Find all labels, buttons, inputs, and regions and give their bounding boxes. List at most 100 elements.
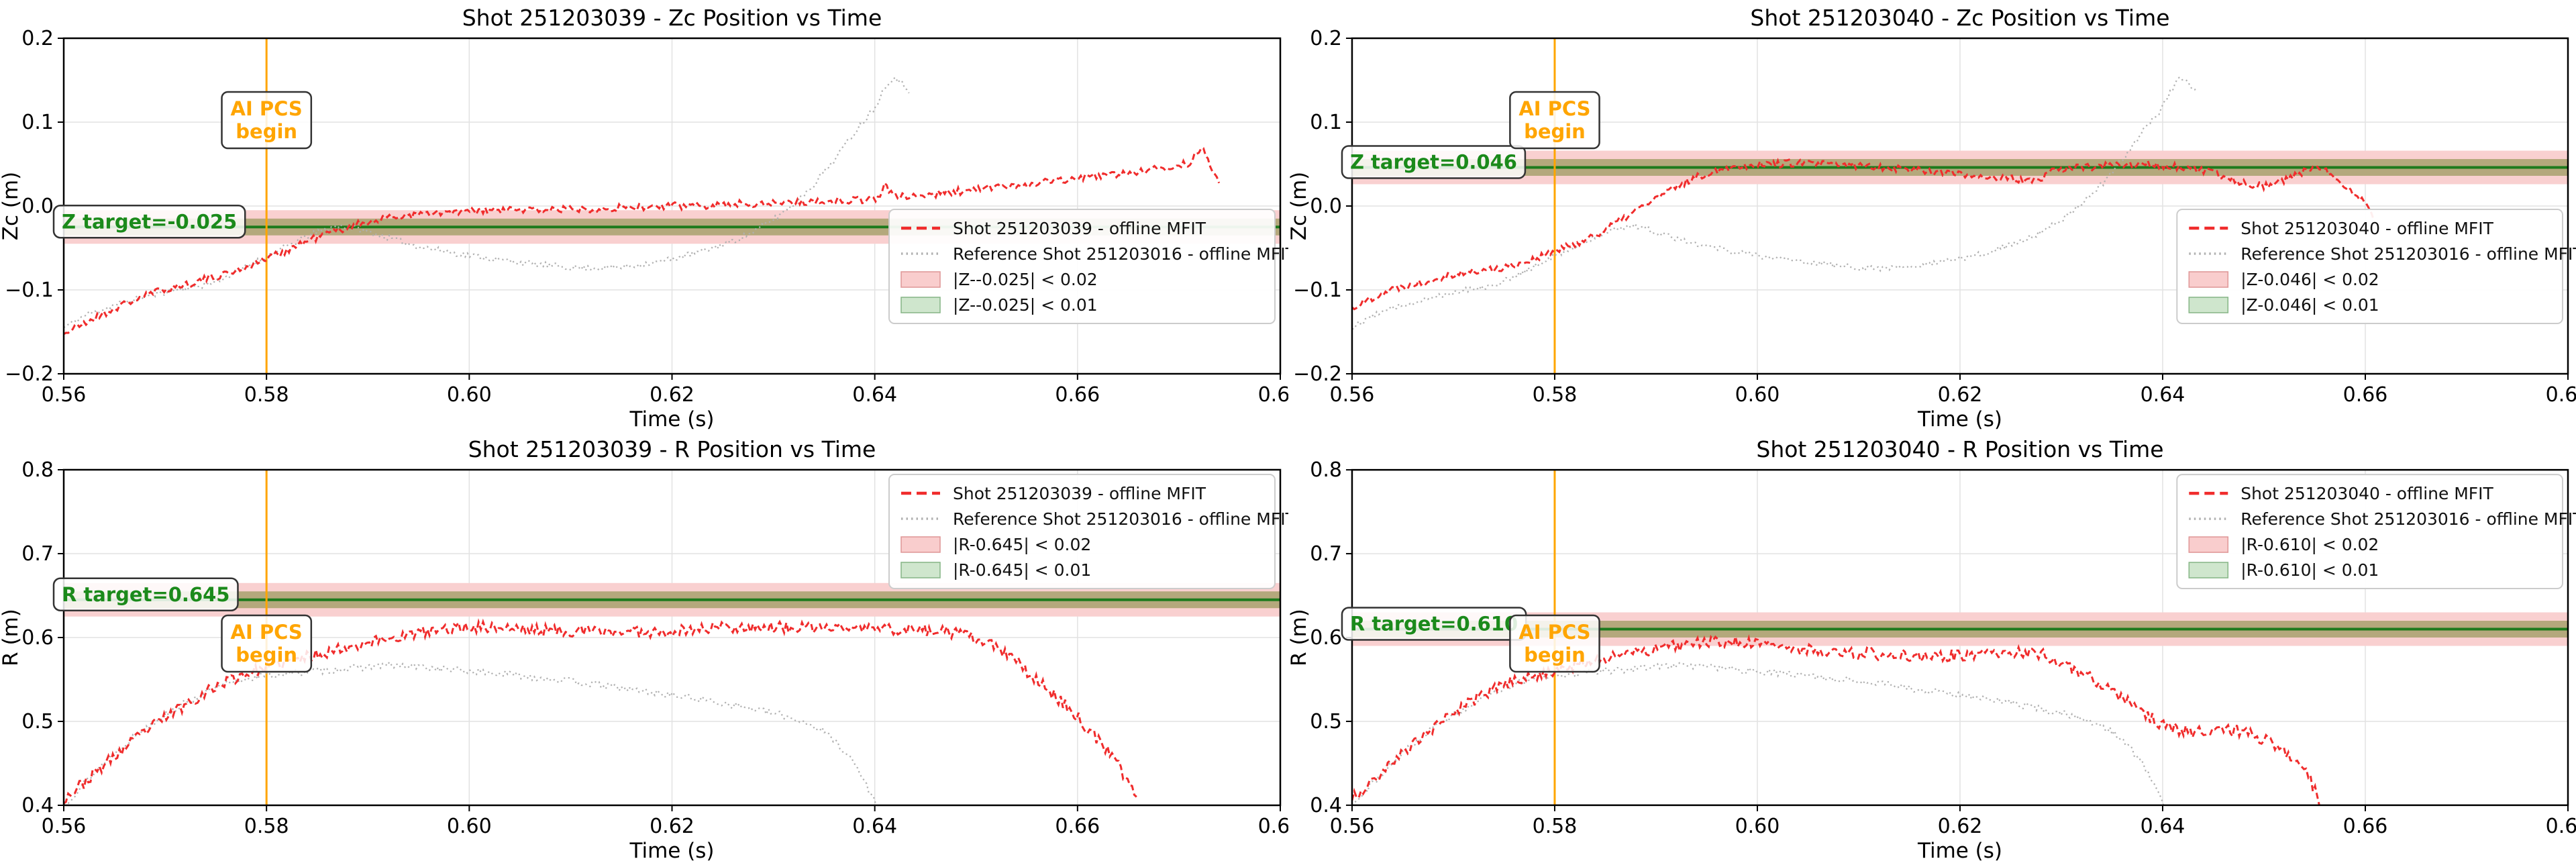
legend-item-label: |R-0.610| < 0.02 (2240, 535, 2379, 554)
legend-item: Reference Shot 251203016 - offline MFIT (901, 244, 1288, 264)
x-axis-tick-label: 0.66 (1055, 383, 1100, 407)
y-axis-tick-label: 0.4 (21, 794, 54, 817)
chart-title: Shot 251203040 - Zc Position vs Time (1750, 5, 2169, 31)
reference-line (64, 660, 878, 805)
x-axis-tick-label: 0.64 (2141, 383, 2185, 407)
y-axis-tick-label: 0.6 (21, 626, 54, 650)
chart-title: Shot 251203040 - R Position vs Time (1756, 436, 2163, 462)
y-axis-tick-label: 0.5 (21, 710, 54, 733)
legend-item: |Z--0.025| < 0.02 (900, 270, 1098, 289)
ai-pcs-label: AI PCS begin (221, 614, 313, 673)
x-axis-tick-label: 0.60 (447, 383, 492, 407)
ai-pcs-label: AI PCS begin (221, 91, 313, 150)
target-label-text: R target=0.610 (1350, 613, 1518, 636)
x-axis-tick-label: 0.60 (1735, 383, 1780, 407)
target-label-text: Z target=-0.025 (62, 210, 237, 233)
legend-item: |Z-0.046| < 0.01 (2188, 295, 2379, 315)
legend-item: Shot 251203040 - offline MFIT (2189, 219, 2494, 238)
legend-box (2176, 474, 2564, 590)
y-axis-tick-label: 0.8 (1310, 458, 1342, 482)
legend-item: |R-0.610| < 0.01 (2188, 560, 2379, 580)
x-axis-tick-label: 0.62 (1938, 815, 1983, 838)
ai-pcs-label-text: AI PCS begin (231, 621, 303, 666)
y-axis-tick-label: 0.0 (1310, 195, 1342, 218)
y-axis-tick-label: −0.1 (5, 278, 54, 302)
x-axis-tick-label: 0.58 (244, 815, 289, 838)
legend-item-label: Shot 251203039 - offline MFIT (953, 219, 1206, 238)
legend-item-label: Shot 251203039 - offline MFIT (953, 484, 1206, 503)
x-axis-tick-label: 0.66 (2343, 815, 2388, 838)
x-axis-tick-label: 0.56 (42, 815, 87, 838)
legend-item-label: Reference Shot 251203016 - offline MFIT (2240, 244, 2576, 264)
x-axis-tick-label: 0.66 (2343, 383, 2388, 407)
ai-pcs-line2: begin (236, 120, 297, 143)
legend-item-label: Reference Shot 251203016 - offline MFIT (953, 244, 1288, 264)
legend-item: |Z--0.025| < 0.01 (900, 295, 1098, 315)
y-axis-tick-label: 0.4 (1310, 794, 1342, 817)
legend-item-label: Reference Shot 251203016 - offline MFIT (953, 509, 1288, 529)
y-axis-tick-label: 0.2 (21, 27, 54, 50)
chart-title: Shot 251203039 - Zc Position vs Time (462, 5, 882, 31)
x-axis-tick-label: 0.64 (2141, 815, 2185, 838)
legend-box (888, 474, 1276, 589)
legend-item-label: |R-0.645| < 0.02 (953, 535, 1091, 554)
ai-pcs-line1: AI PCS (1518, 97, 1590, 120)
legend-box (2176, 209, 2564, 324)
legend-item-label: Shot 251203040 - offline MFIT (2240, 219, 2493, 238)
legend-pink-patch-swatch (900, 536, 941, 553)
chart-panel-zc-shot-251203040: 0.56 0.58 0.60 0.62 0.64 0.66 0.68 0.2 0.1 0.0 −0.… (1288, 0, 2576, 432)
y-axis-tick-label: −0.2 (5, 362, 54, 386)
legend: Shot 251203040 - offline MFIT Reference S… (2176, 474, 2576, 590)
y-axis-title: R (m) (1288, 609, 1311, 666)
legend-green-patch-swatch (900, 562, 941, 578)
reference-line (1351, 662, 2167, 805)
ai-pcs-label: AI PCS begin (1509, 91, 1600, 150)
y-axis-tick-label: −0.1 (1293, 278, 1342, 302)
x-axis-tick-label: 0.62 (650, 815, 694, 838)
legend-pink-patch-swatch (2188, 536, 2229, 553)
legend-item-label: Reference Shot 251203016 - offline MFIT (2240, 509, 2576, 529)
x-axis-tick-label: 0.60 (1735, 815, 1780, 838)
x-axis-title: Time (s) (1917, 839, 2002, 863)
legend: Shot 251203040 - offline MFIT Reference S… (2176, 209, 2576, 324)
legend-pink-patch-swatch (2188, 271, 2229, 288)
x-axis-tick-label: 0.56 (1330, 815, 1375, 838)
chart-r-shot-251203040: 0.56 0.58 0.60 0.62 0.64 0.66 0.68 0.8 0.7 0.6 0.5… (1288, 436, 2576, 863)
x-axis-tick-label: 0.58 (244, 383, 289, 407)
x-axis-tick-label: 0.58 (1533, 815, 1578, 838)
legend-item: |R-0.610| < 0.02 (2188, 535, 2379, 554)
x-axis-tick-label: 0.68 (1258, 383, 1288, 407)
x-axis-tick-label: 0.66 (1055, 815, 1100, 838)
shot-line (1351, 157, 2376, 311)
x-axis-tick-label: 0.62 (1938, 383, 1983, 407)
target-label: R target=0.610 (1341, 607, 1527, 641)
y-axis-tick-label: −0.2 (1293, 362, 1342, 386)
shot-line (64, 618, 1137, 805)
y-axis-title: R (m) (0, 609, 23, 666)
legend-green-patch-swatch (2188, 562, 2229, 578)
reference-line (1351, 77, 2198, 330)
legend-green-patch-swatch (900, 297, 941, 313)
y-axis-tick-label: 0.7 (1310, 542, 1342, 566)
y-axis-tick-label: 0.2 (1310, 27, 1342, 50)
chart-title: Shot 251203039 - R Position vs Time (468, 436, 876, 462)
ai-pcs-line1: AI PCS (231, 97, 303, 120)
y-axis-title: Zc (m) (0, 172, 23, 241)
x-axis-tick-label: 0.56 (1330, 383, 1375, 407)
legend: Shot 251203039 - offline MFIT Reference S… (888, 474, 1288, 589)
ai-pcs-label-text: AI PCS begin (1518, 621, 1590, 666)
ai-pcs-label-text: AI PCS begin (1518, 97, 1590, 143)
chart-panel-r-shot-251203039: 0.56 0.58 0.60 0.62 0.64 0.66 0.68 0.8 0.7 0.6 0.5… (0, 432, 1288, 863)
ai-pcs-label: AI PCS begin (1509, 614, 1600, 673)
x-axis-title: Time (s) (629, 839, 714, 863)
shot-line (1351, 634, 2320, 805)
ai-pcs-label-text: AI PCS begin (231, 97, 303, 143)
legend-item: |Z-0.046| < 0.02 (2188, 270, 2379, 289)
target-label-text: Z target=0.046 (1350, 150, 1517, 173)
legend-item-label: Shot 251203040 - offline MFIT (2240, 484, 2493, 503)
y-axis-tick-label: 0.6 (1310, 626, 1342, 650)
legend-item-label: |Z--0.025| < 0.01 (953, 295, 1098, 315)
legend-item: |R-0.645| < 0.01 (900, 560, 1091, 580)
legend-item: Shot 251203039 - offline MFIT (901, 484, 1206, 503)
